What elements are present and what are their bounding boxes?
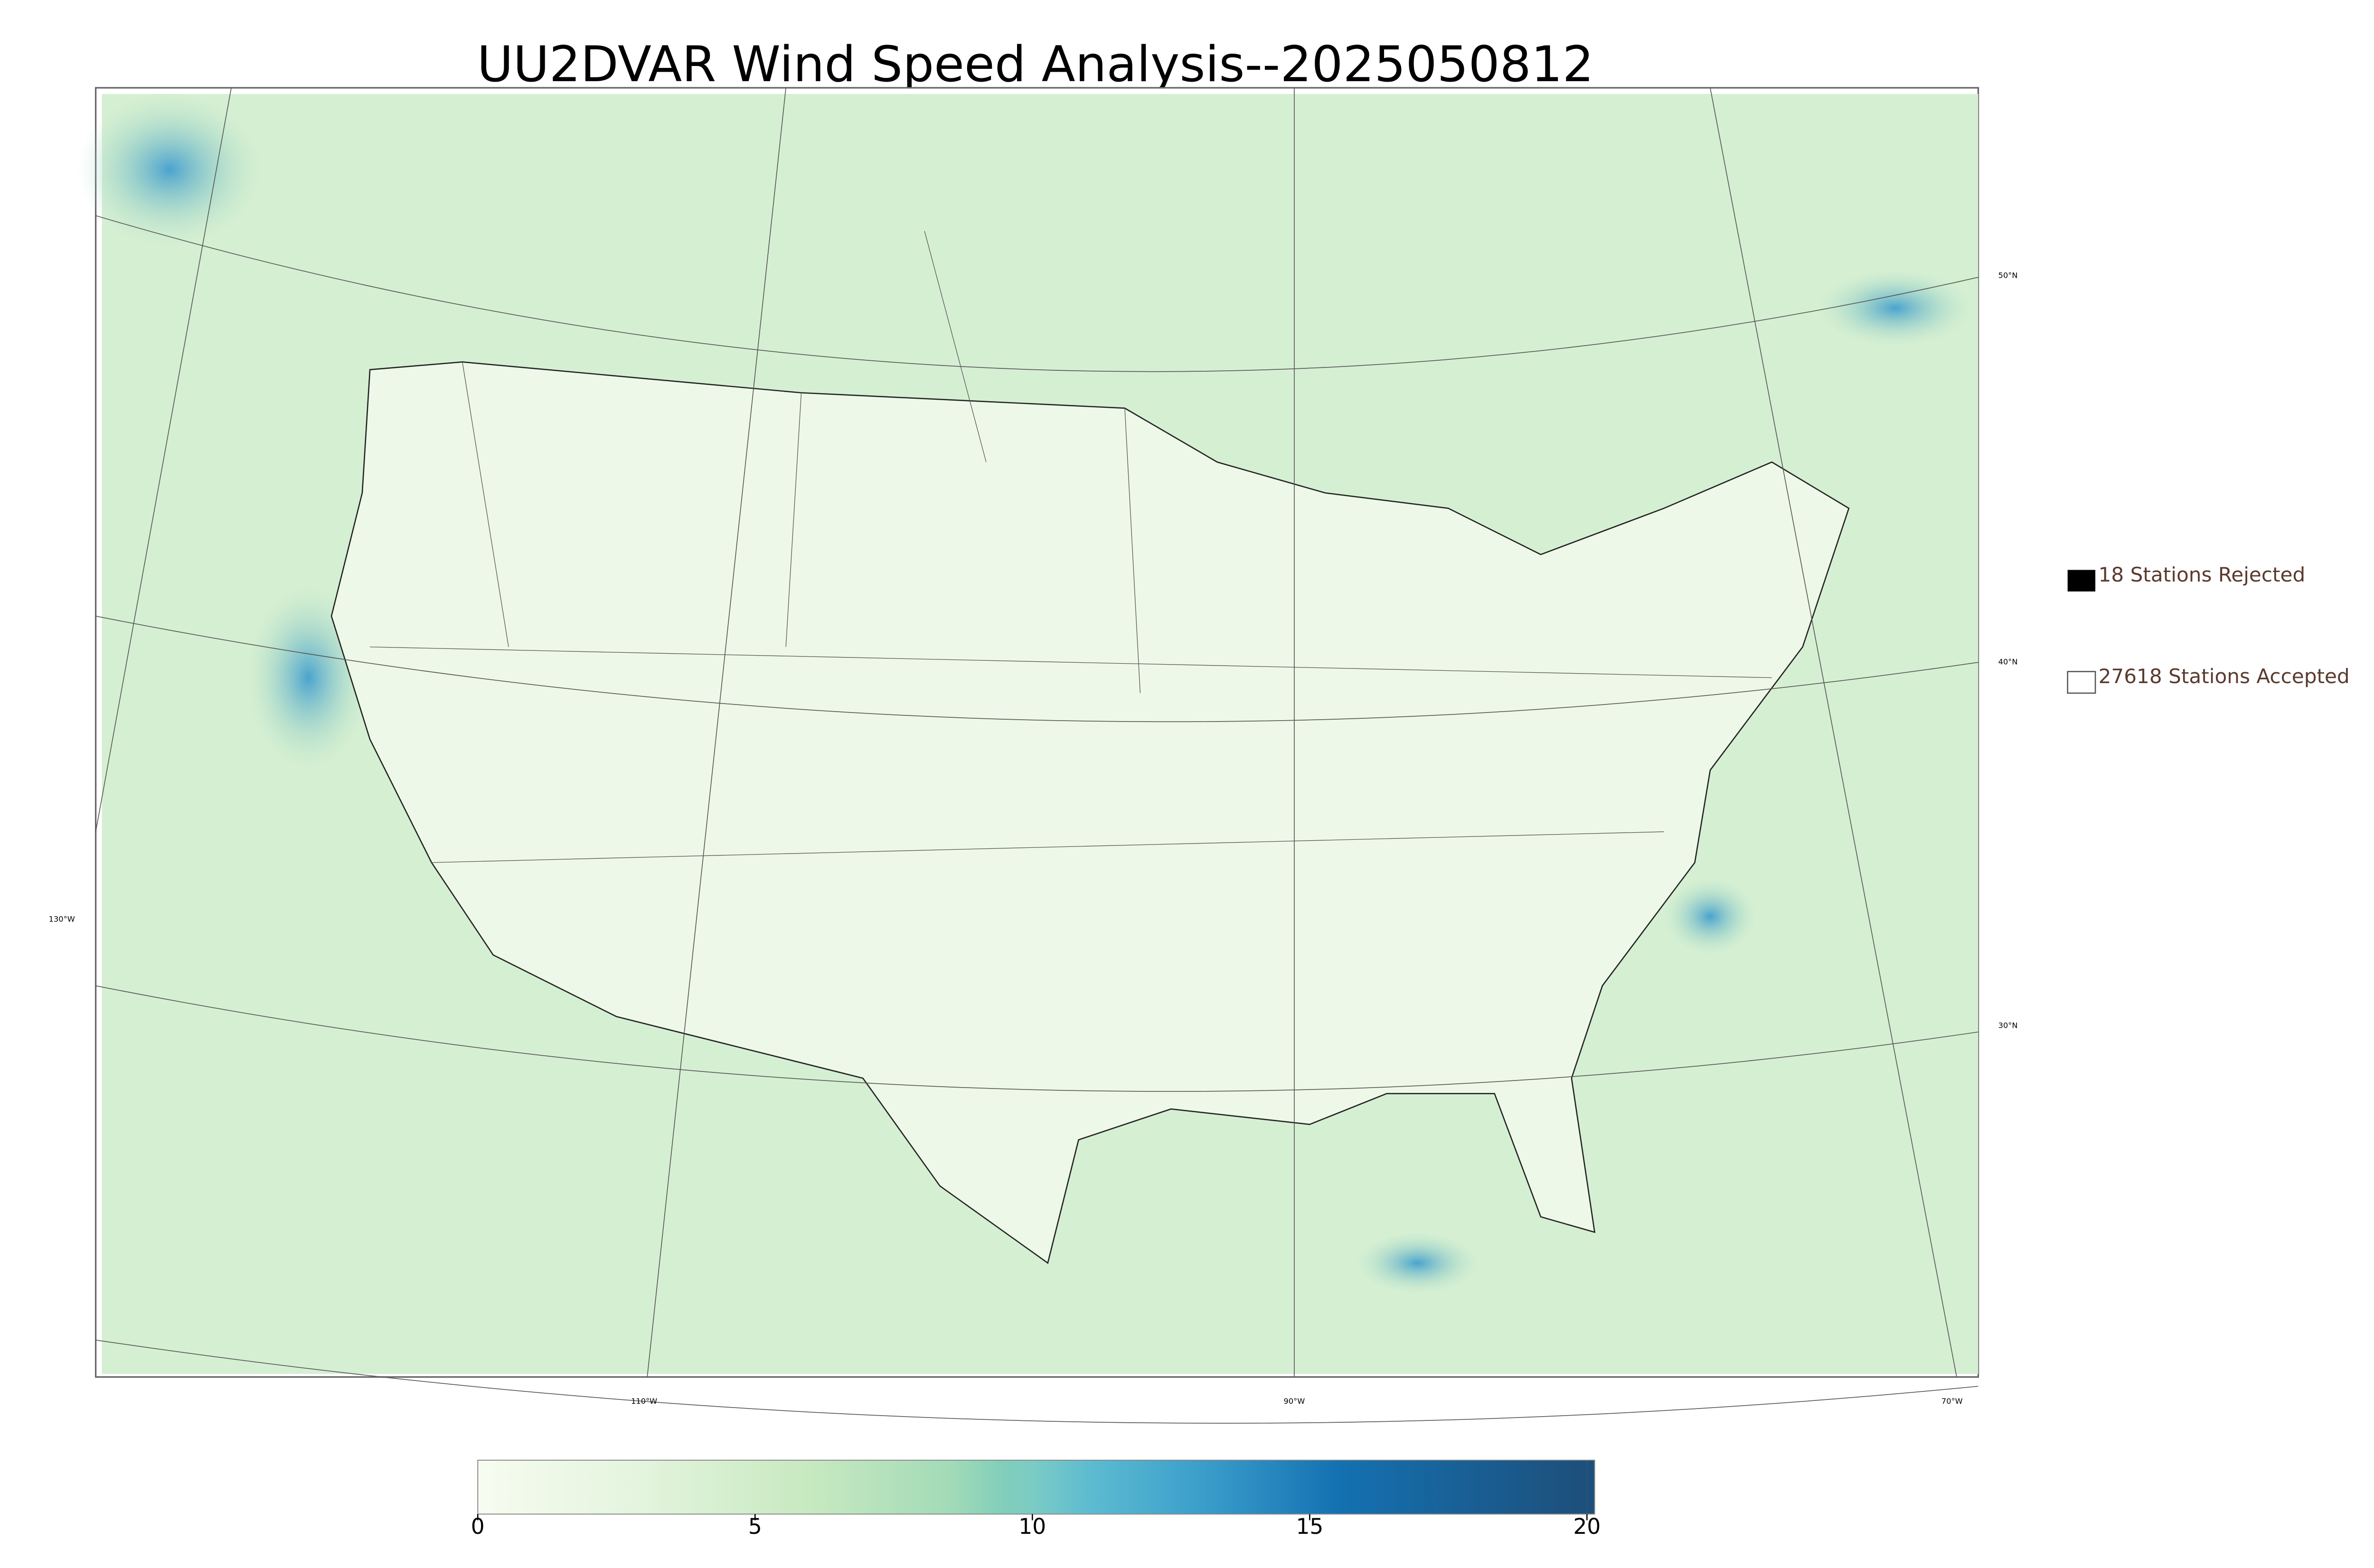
map-title: UU2DVAR Wind Speed Analysis--2025050812 (477, 36, 1594, 93)
latitude-labels: 50°N 40°N 30°N (1998, 271, 2018, 1030)
colorbar-tick-label: 20 (1573, 1514, 1601, 1539)
colorbar-frame (477, 1459, 1595, 1515)
latitude-label: 40°N (1998, 657, 2018, 667)
legend-label: 18 Stations Rejected (2099, 563, 2306, 586)
colorbar-tick-label: 5 (748, 1514, 762, 1539)
longitude-label: 70°W (1941, 1397, 1963, 1406)
colorbar-tick-label: 15 (1296, 1514, 1323, 1539)
latitude-label: 50°N (1998, 271, 2018, 280)
longitude-label: 90°W (1284, 1397, 1305, 1406)
longitude-label: 130°W (49, 915, 75, 924)
colorbar-tick-label: 10 (1018, 1514, 1046, 1539)
rejected-swatch (2067, 570, 2096, 592)
colorbar-extend (1587, 1460, 1595, 1514)
map (77, 87, 1979, 1424)
legend-label: 27618 Stations Accepted (2099, 665, 2350, 688)
accepted-swatch (2067, 671, 2096, 694)
colorbar-tick-label: 0 (471, 1514, 485, 1539)
longitude-labels: 130°W 110°W 90°W 70°W (49, 915, 1963, 1406)
colorbar: 0 5 10 15 20 (471, 1459, 1601, 1539)
colorbar-ramp (478, 1460, 1587, 1514)
legend: 18 Stations Rejected 27618 Stations Acce… (2067, 563, 2350, 694)
longitude-label: 110°W (631, 1397, 657, 1406)
latitude-label: 30°N (1998, 1021, 2018, 1030)
